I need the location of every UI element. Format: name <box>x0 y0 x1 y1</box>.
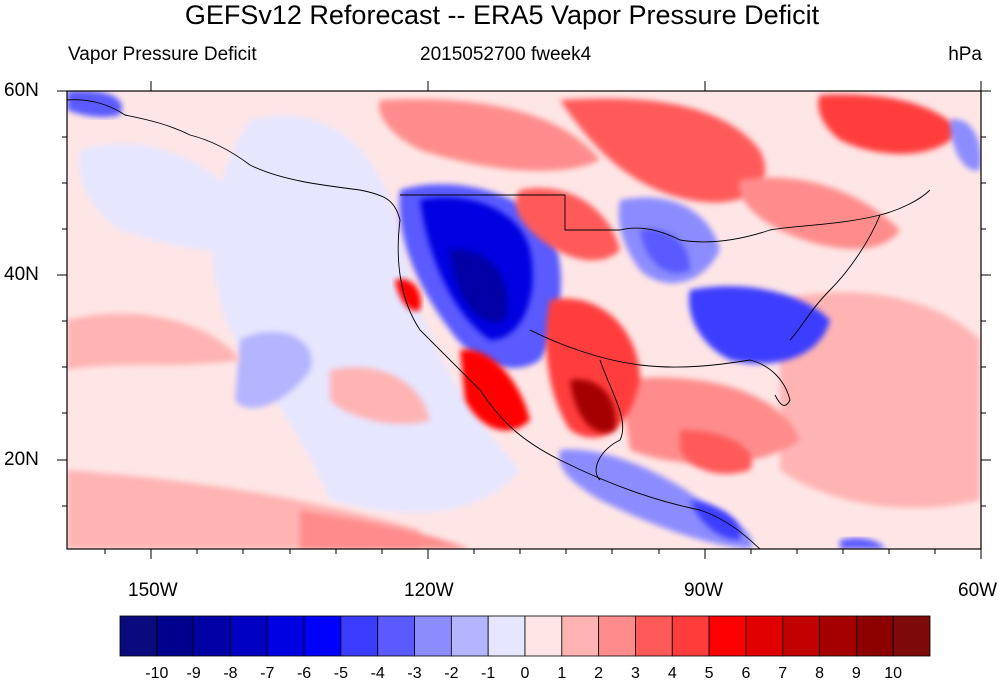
colorbar-swatch <box>671 615 710 657</box>
colorbar-swatch <box>855 615 894 657</box>
map-frame <box>66 90 982 550</box>
subtitle-variable: Vapor Pressure Deficit <box>68 44 257 65</box>
colorbar-label: 8 <box>815 665 824 682</box>
colorbar-swatch <box>598 615 636 657</box>
colorbar-swatch <box>524 615 563 657</box>
subtitle-units: hPa <box>948 44 982 65</box>
colorbar-swatch <box>230 615 268 657</box>
colorbar-swatch <box>782 615 820 657</box>
colorbar-label: -3 <box>407 665 422 682</box>
colorbar-label: 4 <box>667 665 677 682</box>
colorbar-label: 10 <box>884 665 903 682</box>
coastlines <box>67 99 931 549</box>
lon-label-120w: 120W <box>404 580 454 601</box>
colorbar-label: -7 <box>260 665 275 682</box>
colorbar-label: -9 <box>186 665 201 682</box>
colorbar-label: -8 <box>223 665 238 682</box>
lon-label-90w: 90W <box>684 580 724 601</box>
axis-ticks <box>57 81 991 559</box>
colorbar-swatch <box>487 615 526 657</box>
colorbar-label: -6 <box>296 665 312 682</box>
subtitle-date: 2015052700 fweek4 <box>420 44 592 65</box>
colorbar-label: -1 <box>481 665 496 682</box>
lon-label-150w: 150W <box>128 580 178 601</box>
colorbar <box>119 615 931 657</box>
colorbar-swatch <box>745 615 784 657</box>
colorbar-label: 1 <box>557 665 567 682</box>
lat-label-20n: 20N <box>4 449 39 470</box>
colorbar-label: 3 <box>631 665 640 682</box>
colorbar-swatch <box>635 615 673 657</box>
colorbar-swatch <box>892 615 931 657</box>
colorbar-label: 9 <box>851 665 861 682</box>
colorbar-swatch <box>193 615 231 657</box>
colorbar-swatch <box>708 615 747 657</box>
colorbar-swatch <box>156 615 195 657</box>
colorbar-label: -4 <box>370 665 385 682</box>
colorbar-swatch <box>450 615 489 657</box>
colorbar-label: 6 <box>741 665 751 682</box>
colorbar-label: -2 <box>444 665 459 682</box>
colorbar-swatch <box>303 615 342 657</box>
colorbar-swatch <box>340 615 379 657</box>
colorbar-label: 7 <box>778 665 788 682</box>
lat-label-60n: 60N <box>4 80 39 101</box>
colorbar-swatch <box>414 615 452 657</box>
colorbar-label: -10 <box>145 665 169 682</box>
colorbar-label: -5 <box>333 665 349 682</box>
colorbar-label: 5 <box>704 665 714 682</box>
colorbar-swatch <box>819 615 857 657</box>
colorbar-label: 2 <box>594 665 604 682</box>
anomaly-field <box>67 91 981 549</box>
colorbar-label: 0 <box>520 665 530 682</box>
figure-title: GEFSv12 Reforecast -- ERA5 Vapor Pressur… <box>184 0 820 30</box>
colorbar-swatch <box>561 615 600 657</box>
lon-label-60w: 60W <box>958 580 998 601</box>
colorbar-swatch <box>119 615 158 657</box>
colorbar-swatch <box>377 615 415 657</box>
colorbar-swatch <box>266 615 305 657</box>
lat-label-40n: 40N <box>4 264 39 285</box>
